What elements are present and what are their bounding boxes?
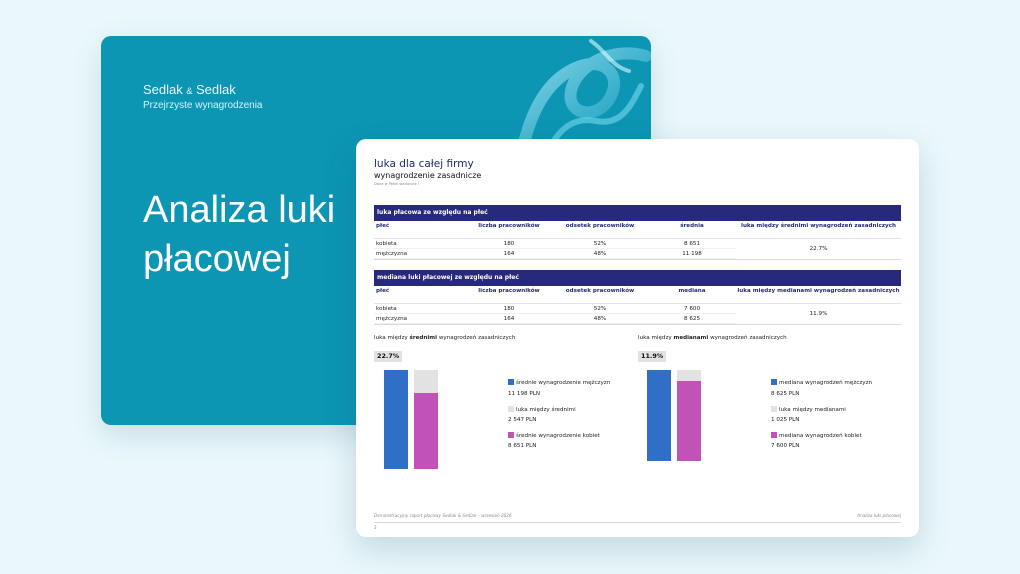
table-cell: 52% xyxy=(593,241,607,247)
legend-value: 7 600 PLN xyxy=(771,443,800,449)
legend-item: mediana wynagrodzeń mężczyzn xyxy=(771,379,872,386)
bar-gap xyxy=(677,370,701,381)
legend-swatch xyxy=(771,432,777,438)
report-page: luka dla całej firmy wynagrodzenie zasad… xyxy=(356,139,919,537)
column-header: płeć xyxy=(376,288,390,294)
legend-value: 2 547 PLN xyxy=(508,417,537,423)
gap-badge: 11.9% xyxy=(638,351,667,362)
table-cell: 11 198 xyxy=(682,251,702,257)
legend-label: średnie wynagrodzenie kobiet xyxy=(516,433,600,439)
page-title: luka dla całej firmy xyxy=(374,158,474,170)
column-header: odsetek pracowników xyxy=(565,288,635,294)
bar-women xyxy=(677,380,701,461)
chart-title-mean: luka między średnimi wynagrodzeń zasadni… xyxy=(374,335,516,341)
table-cell: kobieta xyxy=(376,306,397,312)
legend-swatch xyxy=(771,379,777,385)
table-row: mężczyzna 164 48% 11 198 xyxy=(374,249,736,259)
column-header: płeć xyxy=(376,223,390,229)
table-cell: mężczyzna xyxy=(376,316,408,322)
table-cell: 8 651 xyxy=(683,241,700,247)
table-cell: 52% xyxy=(593,306,607,312)
table-row: kobieta 180 52% 8 651 xyxy=(374,239,736,249)
bar-men xyxy=(647,370,671,461)
cover-title: Analiza luki płacowej xyxy=(143,189,336,280)
legend-swatch xyxy=(508,432,514,438)
table-cell: 164 xyxy=(503,251,515,257)
column-header: mediana xyxy=(678,288,706,294)
table-body: kobieta 180 52% 8 651 mężczyzna 164 48% … xyxy=(374,239,901,260)
page-number: 2 xyxy=(374,525,377,530)
bar-women xyxy=(414,392,438,469)
gap-table-mean: luka płacowa ze względu na płeć płeć lic… xyxy=(374,205,901,260)
table-row: mężczyzna 164 48% 8 625 xyxy=(374,314,736,324)
table-rows: kobieta 180 52% 7 600 mężczyzna 164 48% … xyxy=(374,304,736,324)
legend-swatch xyxy=(508,406,514,412)
table-cell: 164 xyxy=(503,316,515,322)
legend-label: luka między medianami xyxy=(779,407,846,413)
legend-swatch xyxy=(771,406,777,412)
gap-value: 22.7% xyxy=(809,246,828,252)
gap-table-median: mediana luki płacowej ze względu na płeć… xyxy=(374,270,901,325)
column-header: średnia xyxy=(680,223,704,229)
bar-men xyxy=(384,370,408,469)
column-header: liczba pracowników xyxy=(478,288,540,294)
legend-item: mediana wynagrodzeń kobiet xyxy=(771,432,862,439)
bar-gap xyxy=(414,370,438,393)
legend-item: luka między medianami xyxy=(771,406,846,413)
table-body: kobieta 180 52% 7 600 mężczyzna 164 48% … xyxy=(374,304,901,325)
table-column-headers: płeć liczba pracowników odsetek pracowni… xyxy=(374,221,901,239)
column-header: liczba pracowników xyxy=(478,223,540,229)
table-cell: 8 625 xyxy=(683,316,700,322)
gap-badge: 22.7% xyxy=(374,351,403,362)
table-header-bar: luka płacowa ze względu na płeć xyxy=(374,205,901,221)
page-note: Dane w Pekin wariancie i xyxy=(374,182,419,186)
table-header-bar: mediana luki płacowej ze względu na płeć xyxy=(374,270,901,286)
gap-value: 11.9% xyxy=(809,311,828,317)
table-rows: kobieta 180 52% 8 651 mężczyzna 164 48% … xyxy=(374,239,736,259)
legend-label: mediana wynagrodzeń mężczyzn xyxy=(779,380,873,386)
table-row: kobieta 180 52% 7 600 xyxy=(374,304,736,314)
legend-label: mediana wynagrodzeń kobiet xyxy=(779,433,862,439)
footer-right: Analiza luki płacowej xyxy=(857,513,901,518)
brand-tagline: Przejrzyste wynagrodzenia xyxy=(143,100,263,111)
footer-left: Demonstracyjny raport płacowy Sedlak & S… xyxy=(374,513,512,518)
table-cell: 180 xyxy=(503,241,515,247)
column-header: luka między średnimi wynagrodzeń zasadni… xyxy=(741,223,896,229)
legend-swatch xyxy=(508,379,514,385)
legend-label: średnie wynagrodzenie mężczyzn xyxy=(516,380,611,386)
column-header: luka między medianami wynagrodzeń zasadn… xyxy=(737,288,900,294)
table-cell: 48% xyxy=(593,316,607,322)
column-header: odsetek pracowników xyxy=(565,223,635,229)
legend-value: 8 651 PLN xyxy=(508,443,537,449)
table-cell: 180 xyxy=(503,306,515,312)
table-cell: 48% xyxy=(593,251,607,257)
table-cell: kobieta xyxy=(376,241,397,247)
footer-divider xyxy=(374,522,901,523)
legend-value: 1 025 PLN xyxy=(771,417,800,423)
table-cell: mężczyzna xyxy=(376,251,408,257)
table-cell: 7 600 xyxy=(683,306,700,312)
legend-value: 8 625 PLN xyxy=(771,391,800,397)
legend-label: luka między średnimi xyxy=(516,407,576,413)
chart-title-median: luka między medianami wynagrodzeń zasadn… xyxy=(638,335,787,341)
page-subtitle: wynagrodzenie zasadnicze xyxy=(374,171,482,180)
legend-value: 11 198 PLN xyxy=(508,391,541,397)
legend-item: średnie wynagrodzenie kobiet xyxy=(508,432,600,439)
legend-item: luka między średnimi xyxy=(508,406,576,413)
legend-item: średnie wynagrodzenie mężczyzn xyxy=(508,379,610,386)
brand-logo: Sedlak & Sedlak xyxy=(143,82,236,97)
table-column-headers: płeć liczba pracowników odsetek pracowni… xyxy=(374,286,901,304)
